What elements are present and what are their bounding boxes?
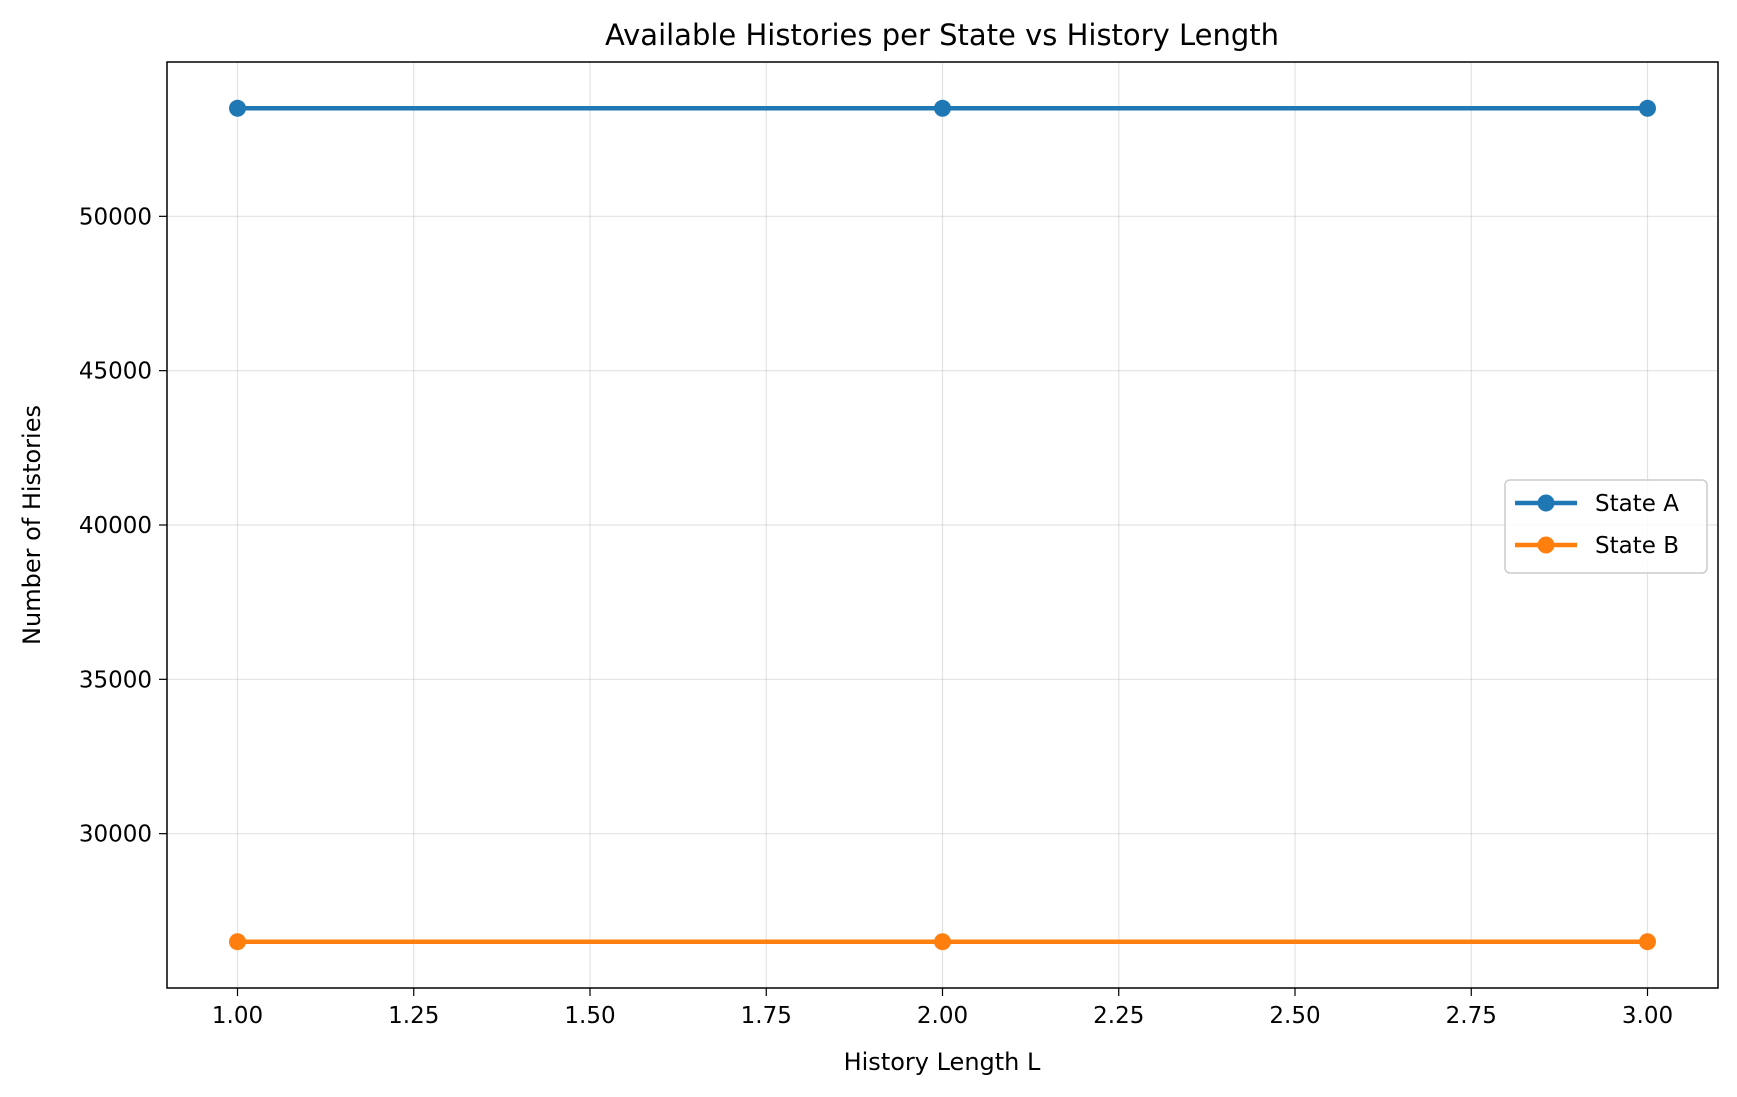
x-tick-label: 3.00 (1622, 1003, 1673, 1029)
legend-marker-1 (1537, 536, 1555, 554)
y-axis-label: Number of Histories (18, 405, 46, 645)
data-point-s1-0 (229, 933, 246, 951)
x-tick-label: 2.75 (1446, 1003, 1497, 1029)
x-tick-label: 1.00 (212, 1003, 263, 1029)
chart-title: Available Histories per State vs History… (605, 18, 1279, 52)
y-tick-label: 30000 (79, 822, 152, 848)
x-tick-label: 2.50 (1269, 1003, 1320, 1029)
x-axis-label: History Length L (844, 1048, 1041, 1076)
y-tick-label: 45000 (79, 359, 152, 385)
legend-marker-0 (1537, 494, 1555, 512)
legend-label: State B (1595, 533, 1679, 559)
data-point-s0-1 (934, 99, 951, 117)
axis-ticks: 1.00 1.25 1.50 1.75 2.00 2.25 2.50 2.75 3.00 3000… (79, 204, 1673, 1029)
grid (167, 62, 1718, 988)
x-tick-label: 1.75 (741, 1003, 792, 1029)
y-tick-label: 35000 (79, 667, 152, 693)
data-point-s0-0 (229, 99, 246, 117)
legend: State A State B (1504, 479, 1708, 574)
y-tick-label: 40000 (79, 513, 152, 539)
data-point-s1-1 (934, 933, 951, 951)
x-tick-label: 1.50 (564, 1003, 615, 1029)
x-tick-label: 2.25 (1093, 1003, 1144, 1029)
series-group (229, 99, 1656, 951)
y-tick-label: 50000 (79, 204, 152, 230)
x-tick-label: 2.00 (917, 1003, 968, 1029)
data-point-s1-2 (1639, 933, 1656, 951)
data-point-s0-2 (1639, 99, 1656, 117)
x-tick-label: 1.25 (388, 1003, 439, 1029)
legend-label: State A (1595, 491, 1679, 517)
